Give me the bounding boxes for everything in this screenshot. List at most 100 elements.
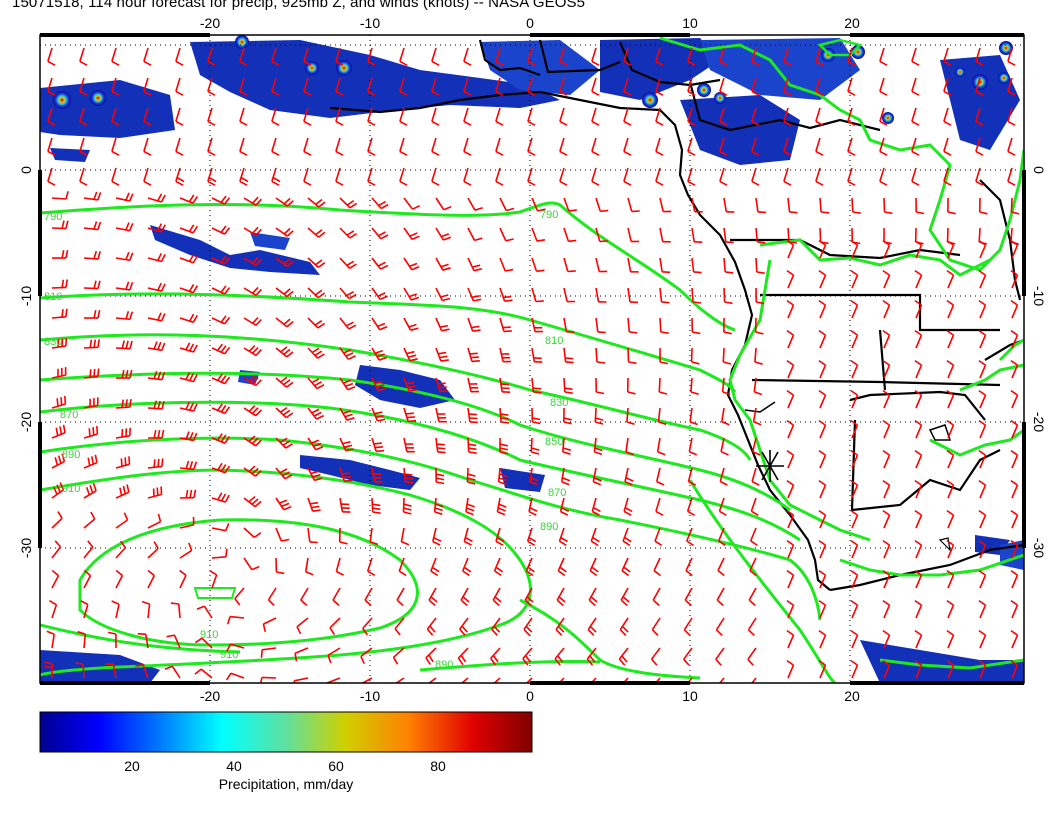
wind-barb-feather <box>757 241 766 244</box>
wind-barb <box>562 437 565 452</box>
wind-barb-feather <box>914 479 922 486</box>
wind-barb-feather <box>441 328 450 332</box>
wind-barb <box>911 167 917 182</box>
wind-barb-feather <box>367 570 376 576</box>
wind-barb <box>175 167 181 182</box>
wind-barb-feather <box>129 340 133 349</box>
wind-barb <box>1011 574 1019 589</box>
wind-barb-feather <box>847 120 856 126</box>
wind-barb-feather <box>565 357 574 360</box>
wind-barb <box>718 497 725 512</box>
wind-barb <box>715 617 725 631</box>
wind-barb-feather <box>621 625 629 633</box>
wind-barb-feather <box>129 282 134 291</box>
wind-barb <box>239 107 245 122</box>
wind-barb <box>339 227 351 239</box>
wind-barb-feather <box>223 227 231 235</box>
wind-barb-feather <box>914 389 922 396</box>
wind-barb-feather <box>339 541 348 545</box>
wind-barb <box>911 47 917 62</box>
wind-barb <box>915 634 923 649</box>
wind-barb-feather <box>346 230 355 236</box>
wind-barb <box>656 437 661 452</box>
wind-barb-feather <box>589 655 596 663</box>
contour-labels: 790 790 810 810 830 830 850 870 870 890 … <box>44 209 568 671</box>
wind-barb-feather <box>314 289 323 296</box>
wind-barb-feather <box>425 686 428 693</box>
wind-barb <box>335 557 341 572</box>
wind-barb <box>623 47 629 62</box>
wind-barb-feather <box>61 338 64 347</box>
wind-barb <box>947 304 955 319</box>
wind-barb <box>659 227 664 242</box>
wind-barb-feather <box>882 539 890 546</box>
wind-barb <box>360 647 373 658</box>
wind-barb-feather <box>111 150 120 156</box>
wind-barb-feather <box>687 60 696 66</box>
wind-barb-feather <box>160 283 166 292</box>
wind-barb <box>339 197 351 209</box>
wind-barb <box>655 137 661 152</box>
wind-barb <box>467 407 471 423</box>
wind-barb-feather <box>783 60 792 66</box>
wind-barb-feather <box>979 211 988 215</box>
wind-barb <box>495 107 501 122</box>
wind-barb <box>819 334 827 349</box>
wind-barb <box>371 437 377 452</box>
wind-barb-feather <box>850 329 858 336</box>
wind-barb <box>722 347 725 363</box>
wind-barb <box>467 287 475 302</box>
wind-barb-feather <box>255 439 262 447</box>
wind-barb-feather <box>468 413 477 416</box>
wind-barb-feather <box>286 320 294 328</box>
wind-barb-feather <box>662 271 671 274</box>
wind-barb-feather <box>537 208 546 212</box>
wind-barb-feather <box>749 569 757 577</box>
wind-barb-feather <box>208 176 217 183</box>
wind-barb-feather <box>655 60 664 66</box>
wind-barb <box>467 377 472 392</box>
wind-barb-feather <box>345 382 354 388</box>
wind-barb-feather <box>399 120 408 126</box>
wind-barb-feather <box>220 315 227 323</box>
wind-barb-feather <box>314 320 323 326</box>
wind-barb-feather <box>1010 239 1018 246</box>
wind-barb-feather <box>428 684 431 691</box>
wind-barb-feather <box>55 427 59 436</box>
wind-barb-feather <box>529 507 538 512</box>
wind-barb-feather <box>468 443 477 447</box>
wind-barb-feather <box>850 389 858 396</box>
wind-barb-feather <box>495 60 504 66</box>
wind-barb-feather <box>435 473 445 477</box>
wind-barb-feather <box>93 368 96 377</box>
wind-barb-feather <box>271 120 280 126</box>
wind-barb <box>750 497 757 512</box>
wind-barb <box>883 454 891 469</box>
wind-barb-feather <box>408 293 417 298</box>
wind-barb-feather <box>220 345 227 353</box>
wind-barb-feather <box>527 120 536 126</box>
wind-barb <box>467 347 473 362</box>
wind-barb-feather <box>978 389 986 396</box>
wind-barb <box>211 527 226 532</box>
wind-barb-feather <box>687 510 696 516</box>
wind-barb <box>947 364 955 379</box>
wind-barb-feather <box>374 380 383 385</box>
wind-barb <box>653 557 661 572</box>
wind-barb <box>463 527 469 542</box>
contour-label: 890 <box>540 521 558 533</box>
wind-barb-feather <box>597 331 606 334</box>
wind-barb-feather <box>377 261 386 267</box>
wind-barb-feather <box>499 451 508 455</box>
wind-barb-feather <box>207 180 216 186</box>
wind-barb <box>147 197 162 203</box>
wind-barb-feather <box>747 658 754 666</box>
wind-barb-feather <box>495 90 504 96</box>
wind-barb-feather <box>754 361 763 365</box>
wind-barb <box>687 77 693 92</box>
wind-barb-feather <box>622 596 630 603</box>
wind-barb-feather <box>157 400 161 409</box>
wind-barb <box>591 107 597 122</box>
wind-barb-feather <box>437 447 446 450</box>
wind-barb <box>655 77 661 92</box>
